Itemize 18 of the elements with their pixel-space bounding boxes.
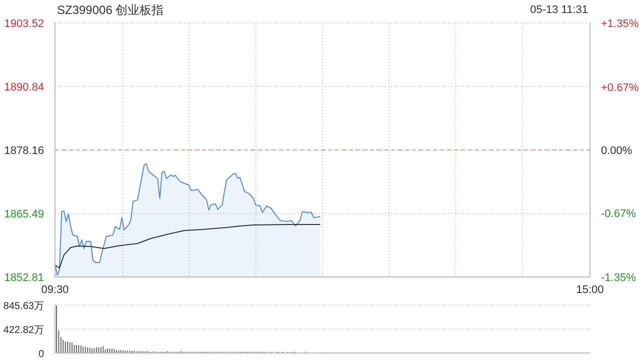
y-tick-label: 422.82万 (3, 325, 44, 336)
text: 05-13 11:31 (530, 4, 588, 16)
x-tick-label: 15:00 (576, 284, 604, 296)
chart-title: SZ399006 创业板指 (57, 2, 164, 19)
y-tick-label: 1903.52 (4, 18, 44, 30)
y-tick-label: 1852.81 (4, 272, 44, 284)
y-tick-label: 0 (38, 349, 44, 360)
x-tick-label: 09:30 (41, 284, 69, 296)
y-tick-label: 845.63万 (3, 301, 44, 312)
y2-tick-label: 0.00% (601, 145, 632, 157)
line-series (54, 224, 321, 269)
y-tick-label: 1890.84 (4, 82, 44, 94)
y-tick-label: 1878.16 (4, 145, 44, 158)
y2-tick-label: -0.67% (601, 208, 636, 220)
y2-tick-label: +0.67% (601, 82, 639, 94)
y2-tick-label: -1.35% (601, 272, 636, 284)
y2-tick-label: +1.35% (601, 18, 639, 30)
y-tick-label: 1865.49 (4, 208, 44, 220)
